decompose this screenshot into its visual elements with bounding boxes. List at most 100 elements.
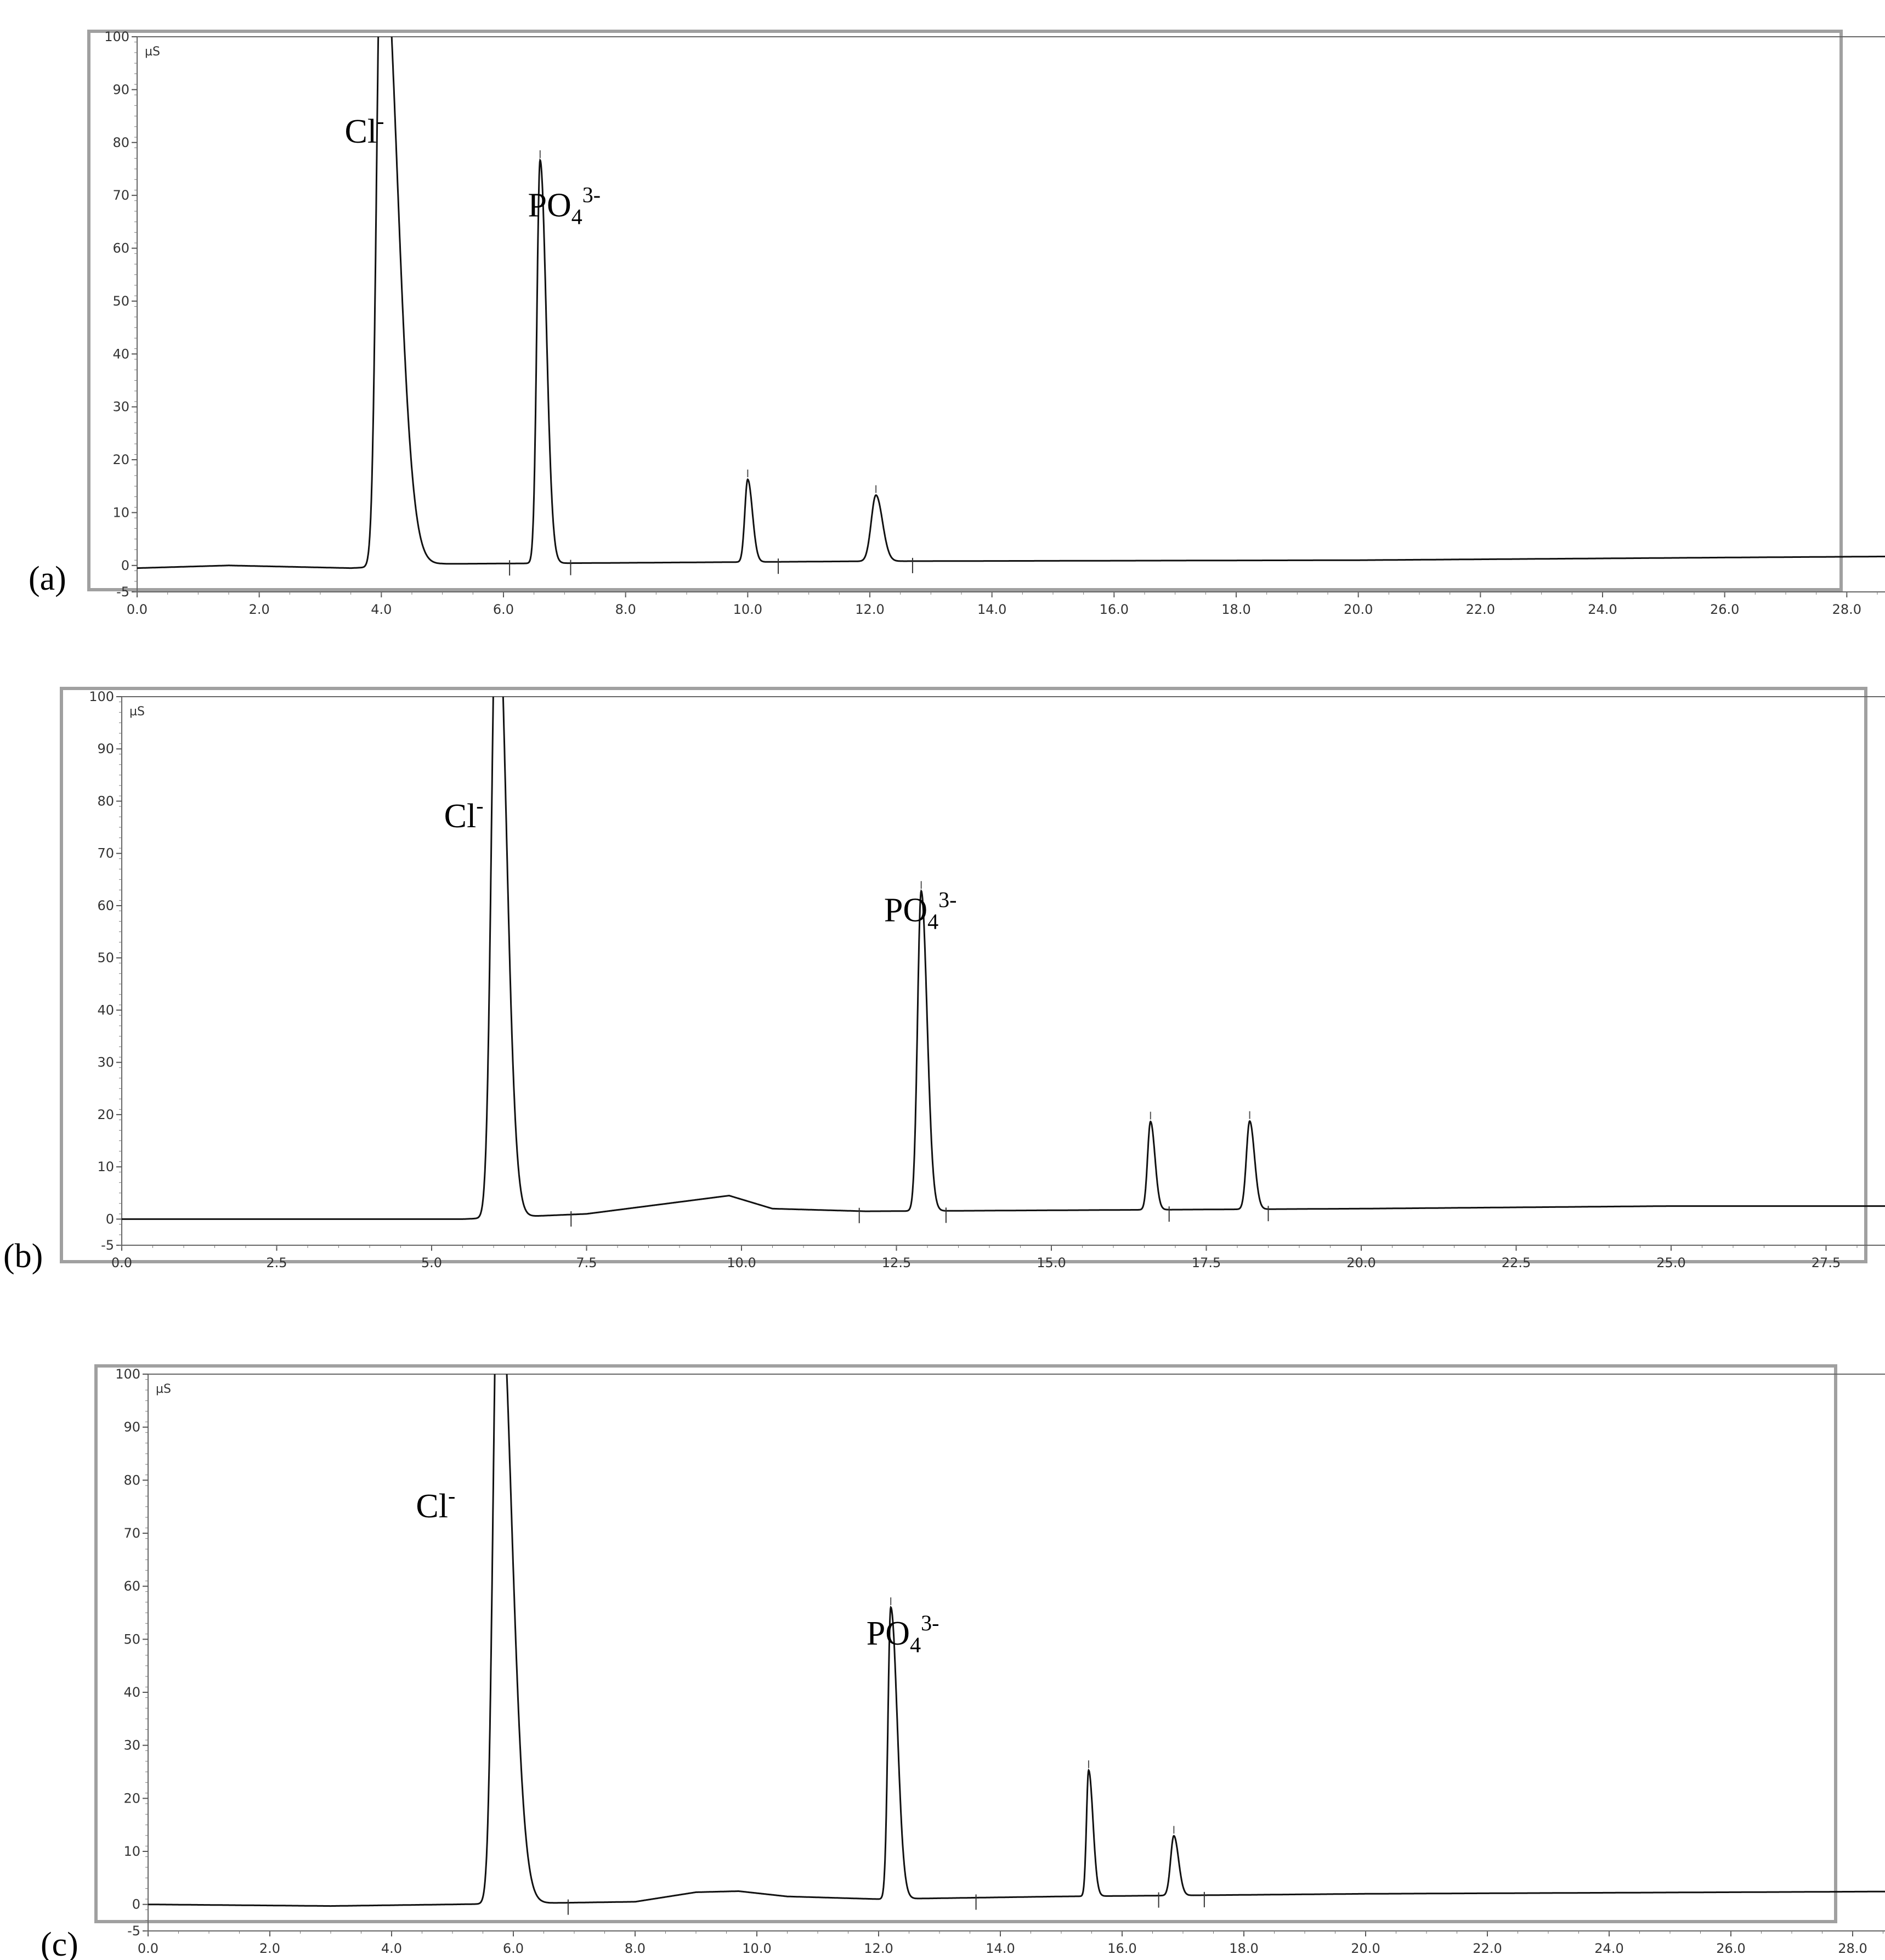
x-tick-label: 24.0 bbox=[1588, 602, 1617, 617]
x-tick-label: 14.0 bbox=[986, 1941, 1015, 1956]
x-tick-label: 28.0 bbox=[1838, 1941, 1867, 1956]
x-tick-label: 7.5 bbox=[576, 1255, 597, 1270]
x-tick-label: 6.0 bbox=[503, 1941, 524, 1956]
y-tick-label: 100 bbox=[89, 689, 114, 704]
x-tick-label: 24.0 bbox=[1594, 1941, 1623, 1956]
y-tick-label: 80 bbox=[97, 793, 114, 809]
y-tick-label: 0 bbox=[121, 558, 129, 573]
panel-frame bbox=[94, 1364, 1837, 1923]
peak-annotation: Cl- bbox=[416, 1483, 455, 1525]
y-unit-label: µS bbox=[145, 45, 160, 59]
y-tick-label: 40 bbox=[97, 1002, 114, 1018]
x-tick-label: 0.0 bbox=[111, 1255, 132, 1270]
y-tick-label: 70 bbox=[97, 846, 114, 861]
x-tick-label: 16.0 bbox=[1107, 1941, 1136, 1956]
x-tick-label: 25.0 bbox=[1656, 1255, 1685, 1270]
x-tick-label: 10.0 bbox=[733, 602, 762, 617]
y-tick-label: 10 bbox=[112, 505, 129, 520]
y-unit-label: µS bbox=[156, 1382, 171, 1396]
x-tick-label: 10.0 bbox=[742, 1941, 771, 1956]
peak-annotation: Cl- bbox=[345, 109, 384, 150]
x-tick-label: 18.0 bbox=[1221, 602, 1250, 617]
x-tick-label: 17.5 bbox=[1192, 1255, 1221, 1270]
peak-annotation: PO43- bbox=[867, 1611, 939, 1657]
x-tick-label: 8.0 bbox=[615, 602, 636, 617]
y-tick-label: 0 bbox=[132, 1897, 140, 1912]
x-tick-label: 0.0 bbox=[138, 1941, 159, 1956]
panel-letter: (a) bbox=[29, 560, 66, 597]
chromatogram-trace bbox=[137, 37, 1885, 569]
y-tick-label: -5 bbox=[101, 1238, 114, 1253]
y-tick-label: 60 bbox=[97, 898, 114, 913]
y-tick-label: 100 bbox=[104, 29, 129, 44]
y-tick-label: 10 bbox=[123, 1844, 140, 1859]
chromatogram-trace bbox=[122, 697, 1885, 1220]
plot-area bbox=[121, 696, 1885, 1246]
y-tick-label: 60 bbox=[112, 241, 129, 256]
y-tick-label: 50 bbox=[123, 1631, 140, 1647]
y-tick-label: 20 bbox=[123, 1790, 140, 1806]
y-tick-label: -5 bbox=[116, 584, 129, 600]
chromatogram-trace bbox=[148, 1374, 1885, 1907]
x-tick-label: 28.0 bbox=[1832, 602, 1861, 617]
plot-area bbox=[137, 36, 1885, 592]
x-tick-label: 10.0 bbox=[727, 1255, 756, 1270]
x-tick-label: 20.0 bbox=[1351, 1941, 1380, 1956]
x-tick-label: 16.0 bbox=[1100, 602, 1129, 617]
x-tick-label: 26.0 bbox=[1716, 1941, 1745, 1956]
y-tick-label: 30 bbox=[112, 399, 129, 415]
y-tick-label: 90 bbox=[123, 1420, 140, 1435]
x-tick-label: 2.0 bbox=[259, 1941, 280, 1956]
x-tick-label: 20.0 bbox=[1346, 1255, 1375, 1270]
x-tick-label: 22.0 bbox=[1473, 1941, 1502, 1956]
y-tick-label: 80 bbox=[123, 1472, 140, 1488]
y-tick-label: 70 bbox=[123, 1526, 140, 1541]
x-tick-label: 4.0 bbox=[381, 1941, 402, 1956]
panel-letter: (b) bbox=[3, 1238, 43, 1275]
x-tick-label: 12.5 bbox=[882, 1255, 911, 1270]
x-tick-label: 14.0 bbox=[977, 602, 1006, 617]
x-tick-label: 2.0 bbox=[249, 602, 270, 617]
x-tick-label: 20.0 bbox=[1344, 602, 1373, 617]
panel-frame bbox=[87, 30, 1843, 591]
x-tick-label: 12.0 bbox=[855, 602, 884, 617]
x-tick-label: 4.0 bbox=[371, 602, 392, 617]
y-tick-label: 70 bbox=[112, 188, 129, 203]
y-tick-label: 90 bbox=[97, 741, 114, 756]
panel-letter: (c) bbox=[41, 1926, 78, 1960]
plot-area bbox=[148, 1374, 1885, 1931]
x-tick-label: 22.0 bbox=[1466, 602, 1495, 617]
y-tick-label: 40 bbox=[123, 1685, 140, 1700]
y-tick-label: 30 bbox=[97, 1055, 114, 1070]
x-tick-label: 6.0 bbox=[493, 602, 514, 617]
panel-frame bbox=[60, 687, 1867, 1263]
peak-annotation: PO43- bbox=[884, 888, 957, 934]
y-tick-label: 20 bbox=[97, 1107, 114, 1122]
peak-annotation: Cl- bbox=[444, 793, 484, 835]
y-unit-label: µS bbox=[129, 705, 145, 719]
y-tick-label: -5 bbox=[127, 1923, 140, 1939]
x-tick-label: 15.0 bbox=[1037, 1255, 1066, 1270]
y-tick-label: 60 bbox=[123, 1579, 140, 1594]
y-tick-label: 90 bbox=[112, 82, 129, 97]
x-tick-label: 2.5 bbox=[266, 1255, 287, 1270]
y-tick-label: 0 bbox=[106, 1211, 114, 1227]
y-tick-label: 30 bbox=[123, 1738, 140, 1753]
y-tick-label: 20 bbox=[112, 452, 129, 467]
y-tick-label: 40 bbox=[112, 346, 129, 362]
x-tick-label: 26.0 bbox=[1710, 602, 1739, 617]
x-tick-label: 22.5 bbox=[1502, 1255, 1531, 1270]
x-tick-label: 12.0 bbox=[864, 1941, 893, 1956]
x-tick-label: 18.0 bbox=[1229, 1941, 1258, 1956]
x-tick-label: 27.5 bbox=[1812, 1255, 1841, 1270]
x-tick-label: 8.0 bbox=[625, 1941, 646, 1956]
y-tick-label: 100 bbox=[115, 1366, 140, 1382]
peak-annotation: PO43- bbox=[528, 183, 601, 229]
x-tick-label: 5.0 bbox=[421, 1255, 442, 1270]
y-tick-label: 10 bbox=[97, 1159, 114, 1174]
y-tick-label: 50 bbox=[112, 293, 129, 309]
